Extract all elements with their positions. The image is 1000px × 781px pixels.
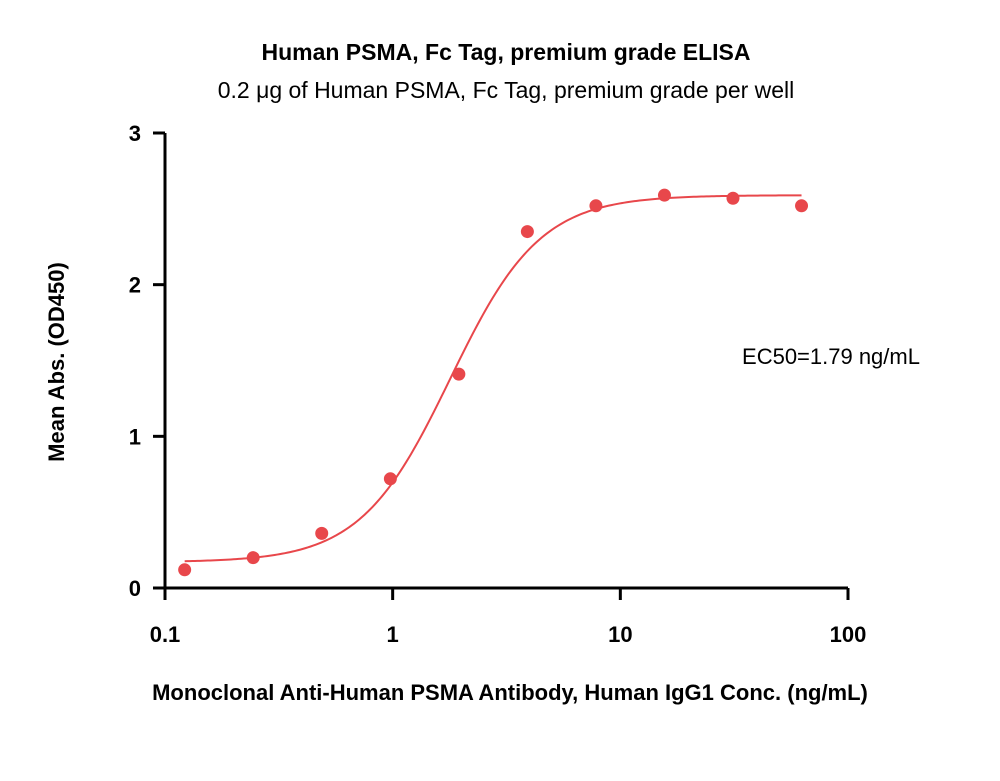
data-point [726, 191, 740, 205]
y-tick-label: 0 [129, 576, 141, 601]
y-tick-label: 1 [129, 424, 141, 449]
data-points [178, 188, 809, 577]
data-point [589, 199, 603, 213]
data-point [178, 563, 192, 577]
chart-title: Human PSMA, Fc Tag, premium grade ELISA [261, 39, 750, 65]
y-tick-label: 3 [129, 121, 141, 146]
fit-curve [184, 194, 802, 563]
data-point [520, 225, 534, 239]
x-tick-label: 1 [387, 622, 399, 647]
data-point [657, 188, 671, 202]
x-axis-label: Monoclonal Anti-Human PSMA Antibody, Hum… [152, 680, 868, 705]
x-axis: 0.1 1 10 100 [150, 586, 867, 647]
x-tick-label: 0.1 [150, 622, 181, 647]
y-axis: 0 1 2 3 [129, 121, 167, 601]
y-axis-label: Mean Abs. (OD450) [44, 262, 69, 462]
data-point [315, 526, 329, 540]
chart-subtitle: 0.2 μg of Human PSMA, Fc Tag, premium gr… [218, 77, 795, 103]
y-tick-label: 2 [129, 273, 141, 298]
fit-curve-group [184, 194, 802, 563]
data-point [795, 199, 809, 213]
x-tick-label: 100 [830, 622, 867, 647]
x-tick-label: 10 [608, 622, 632, 647]
data-point [383, 472, 397, 486]
ec50-annotation: EC50=1.79 ng/mL [742, 344, 920, 369]
data-point [246, 551, 260, 565]
data-point [452, 367, 466, 381]
